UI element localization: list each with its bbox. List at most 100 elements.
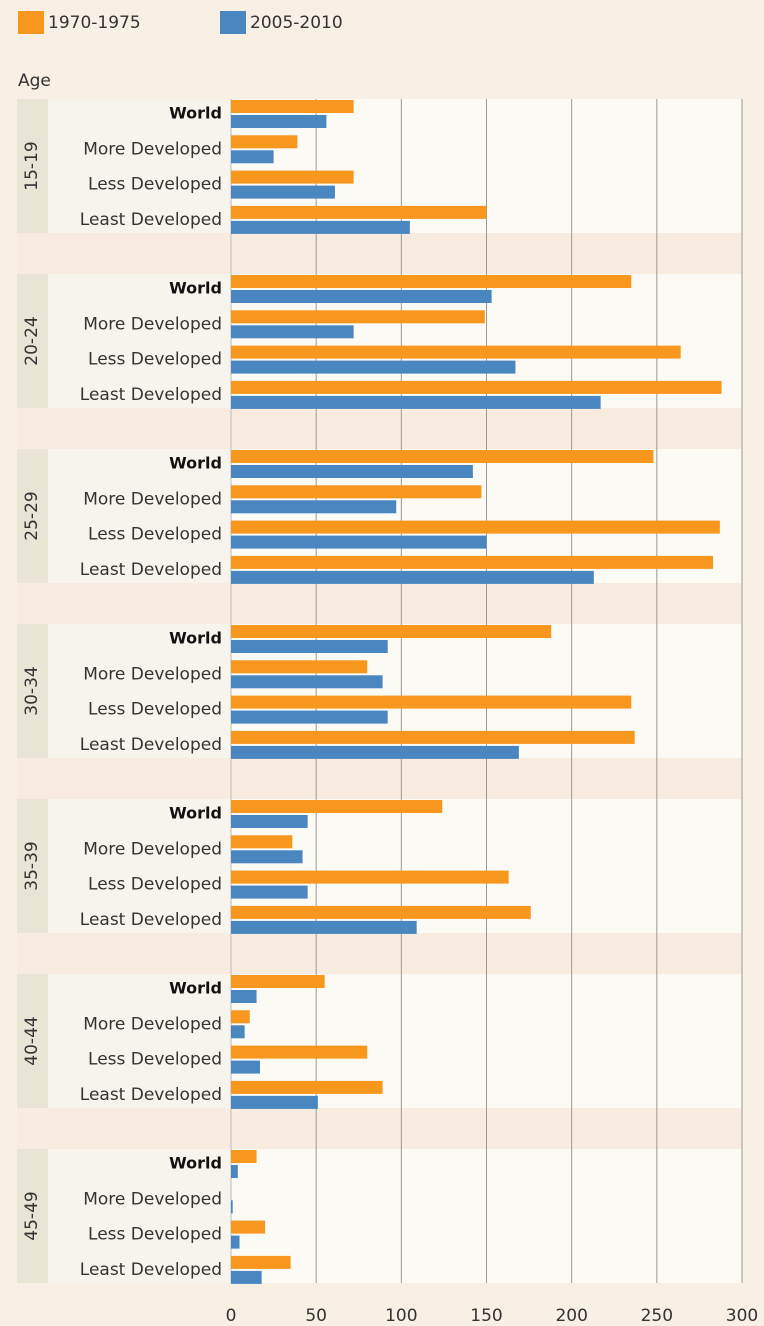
- category-label: Less Developed: [88, 875, 222, 895]
- group-label: 35-39: [22, 841, 42, 890]
- bar: [231, 380, 722, 394]
- category-label: World: [169, 804, 222, 823]
- bar: [231, 1200, 233, 1214]
- bar: [231, 345, 681, 359]
- group-label-box: [17, 624, 48, 758]
- category-label: More Developed: [83, 1014, 222, 1034]
- bar: [231, 395, 601, 409]
- x-tick-label: 250: [641, 1306, 673, 1326]
- x-tick-label: 50: [305, 1306, 327, 1326]
- bar: [231, 815, 308, 828]
- bar: [231, 975, 325, 988]
- category-label: World: [169, 279, 222, 298]
- bar: [231, 135, 298, 149]
- bar: [231, 1080, 383, 1094]
- category-label: Least Developed: [80, 1260, 222, 1280]
- bar: [231, 465, 473, 478]
- category-label: Less Developed: [88, 1225, 222, 1245]
- bar: [231, 1010, 250, 1024]
- category-label: Least Developed: [80, 210, 222, 230]
- panel-label-area: [48, 799, 231, 933]
- group-label: 40-44: [22, 1016, 42, 1065]
- bar: [231, 220, 410, 234]
- category-label: Least Developed: [80, 385, 222, 405]
- axis-label: Age: [18, 71, 51, 91]
- bar: [231, 625, 552, 638]
- group-label-box: [17, 1149, 48, 1283]
- category-label: More Developed: [83, 314, 222, 334]
- bar: [231, 640, 388, 653]
- bar: [231, 835, 293, 849]
- group-label-box: [17, 799, 48, 933]
- panel-label-area: [48, 274, 231, 408]
- bar: [231, 1025, 245, 1039]
- panel-label-area: [48, 1149, 231, 1283]
- bar: [231, 1060, 260, 1074]
- bar: [231, 1255, 291, 1269]
- legend-swatch: [18, 11, 44, 34]
- category-label: More Developed: [83, 1189, 222, 1209]
- bar: [231, 920, 417, 934]
- group-label-box: [17, 99, 48, 233]
- bar: [231, 290, 492, 303]
- bar: [231, 1165, 238, 1178]
- bar: [231, 100, 354, 113]
- legend-swatch: [220, 11, 246, 34]
- bar: [231, 185, 335, 199]
- bar: [231, 1045, 368, 1059]
- x-tick-label: 300: [726, 1306, 758, 1326]
- legend-label: 1970-1975: [48, 13, 141, 33]
- bar: [231, 1095, 318, 1109]
- bar: [231, 170, 354, 184]
- bar: [231, 275, 632, 288]
- bar: [231, 325, 354, 339]
- bar: [231, 745, 519, 759]
- category-label: World: [169, 454, 222, 473]
- category-label: Least Developed: [80, 735, 222, 755]
- group-label-box: [17, 449, 48, 583]
- bar: [231, 115, 327, 128]
- x-tick-label: 100: [385, 1306, 417, 1326]
- bar: [231, 905, 531, 919]
- bar: [231, 535, 487, 549]
- bar: [231, 675, 383, 689]
- panel-label-area: [48, 99, 231, 233]
- category-label: World: [169, 1154, 222, 1173]
- category-label: More Developed: [83, 139, 222, 159]
- category-label: Less Developed: [88, 175, 222, 195]
- group-label: 20-24: [22, 316, 42, 365]
- category-label: Least Developed: [80, 560, 222, 580]
- x-tick-label: 0: [226, 1306, 237, 1326]
- bar: [231, 885, 308, 899]
- bar: [231, 730, 635, 744]
- bar: [231, 990, 257, 1003]
- x-tick-label: 200: [555, 1306, 587, 1326]
- panel-label-area: [48, 974, 231, 1108]
- panel-label-area: [48, 624, 231, 758]
- category-label: Less Developed: [88, 1050, 222, 1070]
- bar: [231, 850, 303, 864]
- bar: [231, 485, 482, 499]
- category-label: More Developed: [83, 839, 222, 859]
- group-label: 30-34: [22, 666, 42, 715]
- bar: [231, 205, 487, 219]
- x-tick-label: 150: [470, 1306, 502, 1326]
- category-label: World: [169, 979, 222, 998]
- category-label: Least Developed: [80, 910, 222, 930]
- bar: [231, 500, 397, 514]
- group-label: 45-49: [22, 1191, 42, 1240]
- category-label: More Developed: [83, 489, 222, 509]
- bar: [231, 710, 388, 724]
- bar: [231, 450, 654, 463]
- bar: [231, 870, 509, 884]
- bar: [231, 520, 720, 534]
- bar: [231, 570, 594, 584]
- panel-label-area: [48, 449, 231, 583]
- bar: [231, 310, 485, 324]
- group-label-box: [17, 974, 48, 1108]
- category-label: World: [169, 104, 222, 123]
- bar: [231, 1235, 240, 1249]
- bar: [231, 1220, 266, 1234]
- bar: [231, 1270, 262, 1284]
